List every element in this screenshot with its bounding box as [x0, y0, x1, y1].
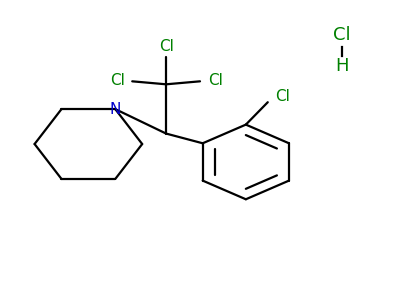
Text: Cl: Cl	[159, 40, 174, 55]
Text: Cl: Cl	[208, 73, 222, 88]
Text: Cl: Cl	[276, 89, 290, 104]
Text: Cl: Cl	[110, 73, 124, 88]
Text: Cl: Cl	[333, 26, 350, 44]
Text: H: H	[335, 57, 348, 75]
Text: N: N	[110, 102, 121, 117]
